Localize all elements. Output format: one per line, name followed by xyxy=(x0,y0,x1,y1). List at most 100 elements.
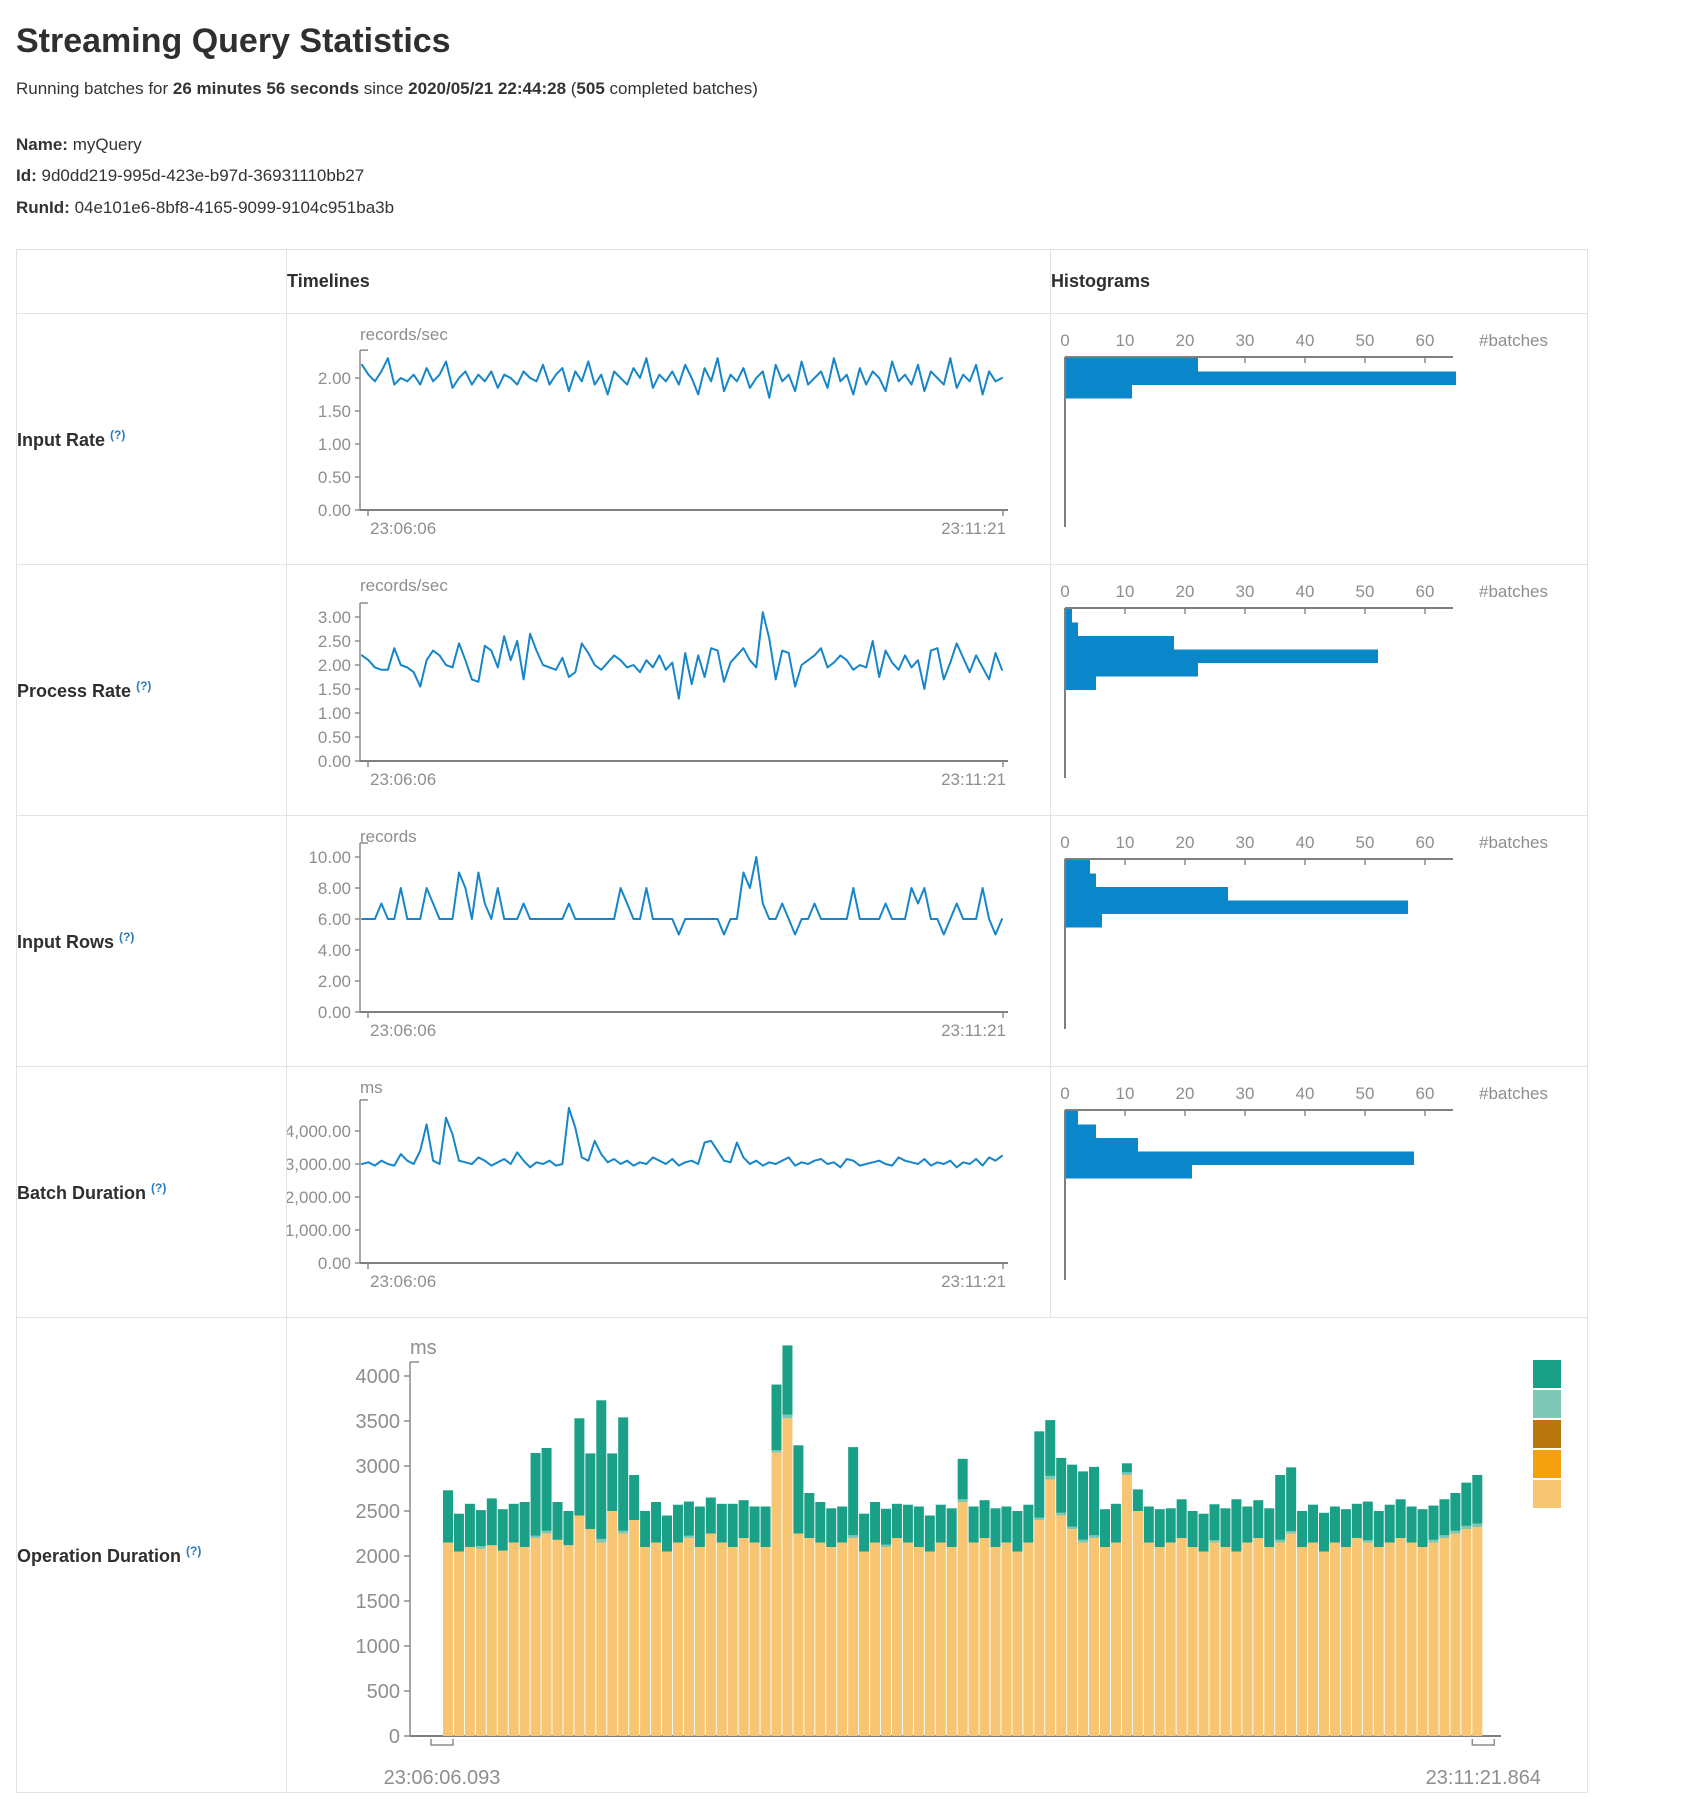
svg-text:10.00: 10.00 xyxy=(308,848,351,867)
svg-text:40: 40 xyxy=(1295,582,1314,601)
svg-text:23:06:06: 23:06:06 xyxy=(370,1272,436,1291)
operation-duration-stacked-chart: ms 0 500 1000 1500 2000 2500 3000 3500 4000 23:06:… xyxy=(356,1337,1541,1789)
svg-text:4000: 4000 xyxy=(356,1366,401,1388)
svg-text:0: 0 xyxy=(1060,833,1069,852)
svg-text:3,000.00: 3,000.00 xyxy=(287,1155,351,1174)
process-rate-timeline-chart: records/sec 0.00 0.50 1.00 1.50 2.00 2.50 3.00 2… xyxy=(318,576,1009,789)
svg-text:1000: 1000 xyxy=(356,1636,401,1658)
input-rows-label: Input Rows (?) xyxy=(15,815,288,1068)
input-rate-timeline-cell: records/sec 0.00 0.50 1.00 1.50 2.00 23:06:06 2… xyxy=(286,313,1051,566)
query-meta: Name: myQuery Id: 9d0dd219-995d-423e-b97… xyxy=(16,129,1677,223)
svg-text:records/sec: records/sec xyxy=(360,576,448,595)
legend-swatch-tan xyxy=(1533,1480,1561,1509)
svg-text:30: 30 xyxy=(1235,582,1254,601)
svg-text:20: 20 xyxy=(1175,1084,1194,1103)
svg-text:20: 20 xyxy=(1175,582,1194,601)
svg-text:ms: ms xyxy=(360,1078,383,1097)
svg-text:23:06:06: 23:06:06 xyxy=(370,770,436,789)
header-histograms: Histograms xyxy=(1049,249,1589,315)
input-rows-timeline-cell: records 0.00 2.00 4.00 6.00 8.00 10.00 23:06:06… xyxy=(286,815,1051,1068)
status-prefix: Running batches for xyxy=(16,79,173,98)
input-rows-timeline-chart: records 0.00 2.00 4.00 6.00 8.00 10.00 23:06:06… xyxy=(308,827,1009,1040)
svg-text:50: 50 xyxy=(1355,833,1374,852)
svg-text:0: 0 xyxy=(389,1726,400,1748)
svg-text:0.50: 0.50 xyxy=(318,468,351,487)
svg-text:40: 40 xyxy=(1295,1084,1314,1103)
table-header-row: Timelines Histograms xyxy=(15,249,1589,315)
legend-swatch-teal xyxy=(1533,1360,1561,1389)
status-suffix: completed batches) xyxy=(604,79,758,98)
svg-text:0.00: 0.00 xyxy=(318,752,351,771)
input-rows-help-icon[interactable]: (?) xyxy=(119,929,135,944)
svg-text:23:06:06.093: 23:06:06.093 xyxy=(384,1767,501,1789)
row-label-text: Input Rate xyxy=(17,429,105,450)
svg-text:60: 60 xyxy=(1415,1084,1434,1103)
svg-text:#batches: #batches xyxy=(1479,331,1548,350)
page-title: Streaming Query Statistics xyxy=(16,22,451,60)
svg-text:23:11:21.864: 23:11:21.864 xyxy=(1426,1767,1541,1789)
svg-text:60: 60 xyxy=(1415,582,1434,601)
process-rate-timeline-cell: records/sec 0.00 0.50 1.00 1.50 2.00 2.50 3.00 2… xyxy=(286,564,1051,817)
svg-text:2.00: 2.00 xyxy=(318,972,351,991)
svg-text:2.50: 2.50 xyxy=(318,632,351,651)
input-rows-histogram-cell: 0 10 20 30 40 50 60 #batches xyxy=(1049,815,1589,1068)
svg-text:records: records xyxy=(360,827,417,846)
query-id-label: Id: xyxy=(16,166,37,186)
operation-duration-label: Operation Duration (?) xyxy=(15,1317,288,1794)
row-label-text: Batch Duration xyxy=(17,1182,147,1203)
svg-text:10: 10 xyxy=(1115,833,1134,852)
header-empty-cell xyxy=(15,249,288,315)
row-label-text: Operation Duration xyxy=(17,1545,182,1566)
process-rate-histogram-cell: 0 10 20 30 40 50 60 #batches xyxy=(1049,564,1589,817)
svg-text:records/sec: records/sec xyxy=(360,325,448,344)
svg-text:23:11:21: 23:11:21 xyxy=(941,1021,1006,1040)
status-duration: 26 minutes 56 seconds xyxy=(172,79,360,98)
svg-text:ms: ms xyxy=(410,1337,437,1359)
row-label-text: Input Rows xyxy=(17,931,114,952)
row-label-text: Process Rate xyxy=(17,680,132,701)
svg-text:60: 60 xyxy=(1415,833,1434,852)
query-id-value: 9d0dd219-995d-423e-b97d-36931110bb27 xyxy=(41,166,365,186)
svg-text:10: 10 xyxy=(1115,1084,1134,1103)
process-rate-row: Process Rate (?) records/sec 0.00 0.50 1.00… xyxy=(15,564,1589,817)
svg-text:0: 0 xyxy=(1060,1084,1069,1103)
process-rate-help-icon[interactable]: (?) xyxy=(136,678,152,693)
operation-duration-legend xyxy=(1533,1360,1561,1510)
svg-text:1.50: 1.50 xyxy=(318,680,351,699)
svg-text:40: 40 xyxy=(1295,833,1314,852)
batch-duration-row: Batch Duration (?) ms 0.00 1,000.00 2,000.0… xyxy=(15,1066,1589,1319)
svg-text:2.00: 2.00 xyxy=(318,369,351,388)
input-rate-help-icon[interactable]: (?) xyxy=(110,427,126,442)
svg-text:1.50: 1.50 xyxy=(318,402,351,421)
svg-text:4,000.00: 4,000.00 xyxy=(287,1122,351,1141)
svg-text:2.00: 2.00 xyxy=(318,656,351,675)
svg-text:0: 0 xyxy=(1060,331,1069,350)
running-batches-status: Running batches for 26 minutes 56 second… xyxy=(16,79,1677,99)
operation-duration-help-icon[interactable]: (?) xyxy=(186,1543,202,1558)
svg-text:23:06:06: 23:06:06 xyxy=(370,1021,436,1040)
batch-duration-timeline-chart: ms 0.00 1,000.00 2,000.00 3,000.00 4,000.00 23… xyxy=(287,1078,1009,1291)
svg-text:30: 30 xyxy=(1235,331,1254,350)
query-name-label: Name: xyxy=(16,135,68,154)
svg-text:0.00: 0.00 xyxy=(318,1003,351,1022)
input-rows-row: Input Rows (?) records 0.00 2.00 4.00 6.00 8.… xyxy=(15,815,1589,1068)
svg-text:#batches: #batches xyxy=(1479,1084,1548,1103)
batch-duration-help-icon[interactable]: (?) xyxy=(151,1180,167,1195)
svg-text:40: 40 xyxy=(1295,331,1314,350)
svg-text:10: 10 xyxy=(1115,582,1134,601)
legend-swatch-brown xyxy=(1533,1420,1561,1449)
batch-duration-label: Batch Duration (?) xyxy=(15,1066,288,1319)
operation-duration-chart-cell: ms 0 500 1000 1500 2000 2500 3000 3500 4000 23:06:… xyxy=(286,1317,1588,1794)
svg-text:20: 20 xyxy=(1175,331,1194,350)
input-rate-row: Input Rate (?) records/sec 0.00 0.50 1.00 1.… xyxy=(15,313,1589,566)
input-rate-histogram-cell: 0 10 20 30 40 50 60 #batches xyxy=(1049,313,1589,566)
svg-text:1.00: 1.00 xyxy=(318,704,351,723)
svg-text:#batches: #batches xyxy=(1479,833,1548,852)
svg-text:1.00: 1.00 xyxy=(318,435,351,454)
batch-duration-timeline-cell: ms 0.00 1,000.00 2,000.00 3,000.00 4,000.00 23… xyxy=(286,1066,1051,1319)
status-mid: since xyxy=(359,79,409,98)
statistics-table: Timelines Histograms Input Rate (?) reco… xyxy=(15,249,1589,1794)
svg-text:4.00: 4.00 xyxy=(318,941,351,960)
input-rate-histogram-chart: 0 10 20 30 40 50 60 #batches xyxy=(1060,331,1548,528)
status-batch-count: 505 xyxy=(576,79,605,98)
